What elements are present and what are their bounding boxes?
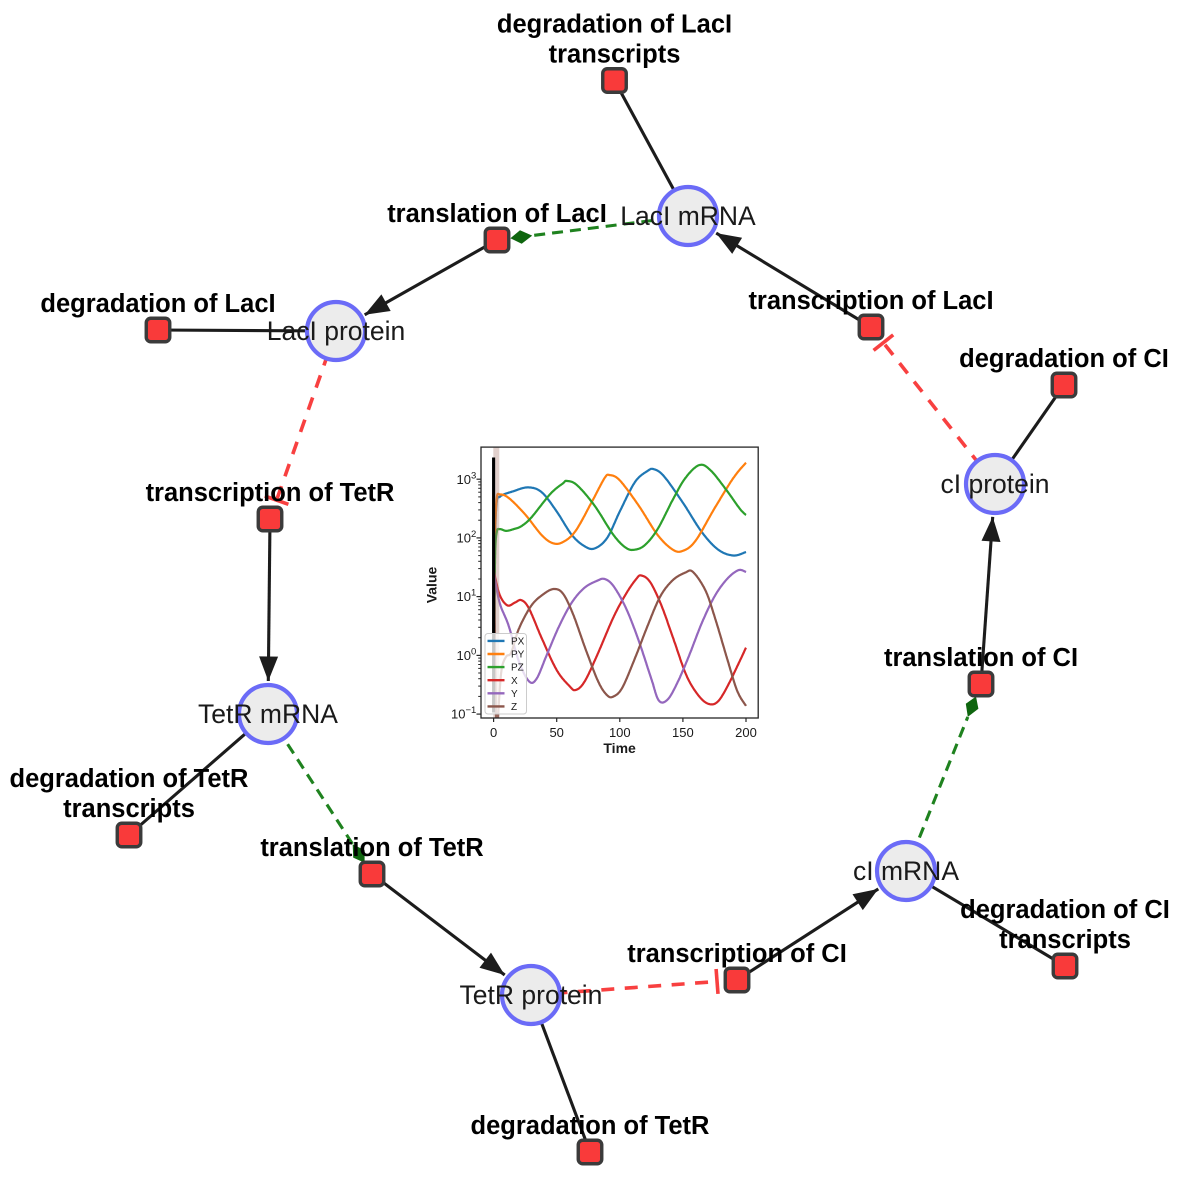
- svg-text:X: X: [511, 676, 518, 687]
- svg-text:translation of TetR: translation of TetR: [260, 834, 483, 862]
- svg-text:LacI mRNA: LacI mRNA: [620, 201, 756, 231]
- svg-text:degradation of CI: degradation of CI: [959, 345, 1169, 373]
- svg-text:transcripts: transcripts: [63, 795, 195, 823]
- svg-text:cI protein: cI protein: [940, 469, 1049, 499]
- svg-text:translation of CI: translation of CI: [884, 644, 1078, 672]
- svg-text:Value: Value: [423, 567, 439, 604]
- svg-text:cI mRNA: cI mRNA: [853, 856, 959, 886]
- svg-text:PX: PX: [511, 637, 525, 648]
- svg-text:degradation of LacI: degradation of LacI: [40, 290, 275, 318]
- svg-text:degradation of TetR: degradation of TetR: [471, 1112, 710, 1140]
- svg-text:Y: Y: [511, 689, 518, 700]
- svg-text:Z: Z: [511, 702, 517, 713]
- svg-text:translation of LacI: translation of LacI: [387, 200, 607, 228]
- svg-text:transcription of TetR: transcription of TetR: [146, 479, 395, 507]
- svg-text:Time: Time: [603, 740, 636, 756]
- svg-text:degradation of TetR: degradation of TetR: [10, 765, 249, 793]
- svg-text:150: 150: [672, 725, 694, 740]
- svg-text:100: 100: [609, 725, 631, 740]
- svg-text:transcripts: transcripts: [999, 926, 1131, 954]
- svg-text:TetR protein: TetR protein: [460, 980, 603, 1010]
- svg-text:LacI protein: LacI protein: [267, 316, 405, 346]
- svg-text:PZ: PZ: [511, 663, 524, 674]
- svg-text:degradation of LacI: degradation of LacI: [497, 11, 732, 39]
- svg-text:transcription of CI: transcription of CI: [627, 940, 847, 968]
- svg-text:TetR mRNA: TetR mRNA: [198, 699, 338, 729]
- svg-text:degradation of CI: degradation of CI: [960, 896, 1170, 924]
- svg-text:PY: PY: [511, 650, 525, 661]
- svg-text:50: 50: [549, 725, 563, 740]
- svg-text:200: 200: [735, 725, 757, 740]
- svg-text:transcription of LacI: transcription of LacI: [748, 287, 993, 315]
- svg-text:0: 0: [490, 725, 497, 740]
- svg-text:transcripts: transcripts: [549, 41, 681, 69]
